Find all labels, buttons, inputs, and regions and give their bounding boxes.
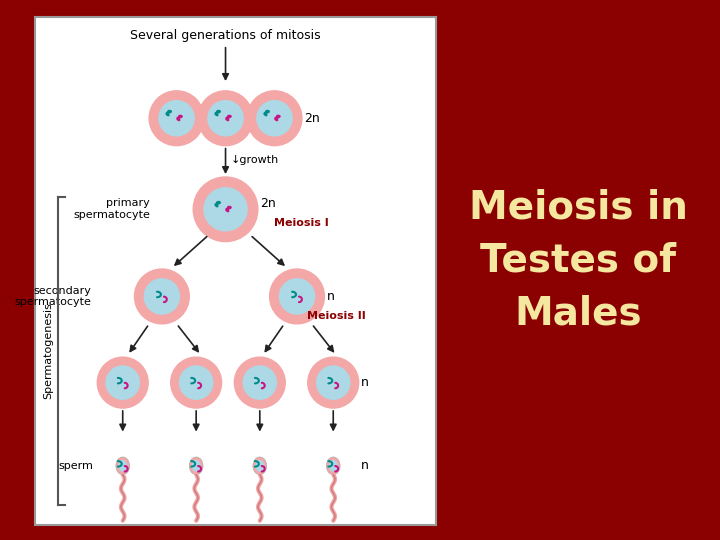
Circle shape: [97, 357, 148, 408]
Text: n: n: [326, 290, 334, 303]
Text: Meiosis II: Meiosis II: [307, 311, 366, 321]
Circle shape: [257, 100, 292, 136]
Circle shape: [234, 357, 285, 408]
Ellipse shape: [329, 460, 338, 472]
Text: Spermatogenesis: Spermatogenesis: [43, 302, 53, 399]
Text: sperm: sperm: [58, 461, 94, 471]
Text: secondary: secondary: [34, 286, 91, 295]
Circle shape: [159, 100, 194, 136]
Circle shape: [307, 357, 359, 408]
Circle shape: [204, 188, 247, 231]
Text: spermatocyte: spermatocyte: [14, 298, 91, 307]
Ellipse shape: [189, 457, 203, 475]
Circle shape: [171, 357, 222, 408]
Text: Several generations of mitosis: Several generations of mitosis: [130, 29, 321, 42]
Circle shape: [317, 366, 350, 399]
Ellipse shape: [256, 460, 264, 472]
Circle shape: [179, 366, 213, 399]
Ellipse shape: [116, 457, 130, 475]
Circle shape: [144, 279, 179, 314]
Ellipse shape: [192, 460, 201, 472]
Text: 2n: 2n: [260, 197, 276, 210]
Text: Meiosis I: Meiosis I: [274, 218, 329, 228]
Circle shape: [193, 177, 258, 241]
Circle shape: [149, 91, 204, 146]
Text: spermatocyte: spermatocyte: [73, 210, 150, 220]
Ellipse shape: [118, 460, 127, 472]
Text: n: n: [361, 460, 369, 472]
Ellipse shape: [326, 457, 340, 475]
Circle shape: [243, 366, 276, 399]
Text: primary: primary: [107, 198, 150, 208]
Circle shape: [279, 279, 315, 314]
Circle shape: [247, 91, 302, 146]
Circle shape: [135, 269, 189, 324]
Circle shape: [208, 100, 243, 136]
Text: ↓growth: ↓growth: [230, 156, 279, 165]
Circle shape: [106, 366, 140, 399]
Text: 2n: 2n: [304, 112, 320, 125]
Ellipse shape: [253, 457, 266, 475]
FancyBboxPatch shape: [35, 17, 436, 524]
Text: Meiosis in
Testes of
Males: Meiosis in Testes of Males: [469, 188, 688, 332]
Text: n: n: [361, 376, 369, 389]
Circle shape: [198, 91, 253, 146]
Circle shape: [269, 269, 325, 324]
